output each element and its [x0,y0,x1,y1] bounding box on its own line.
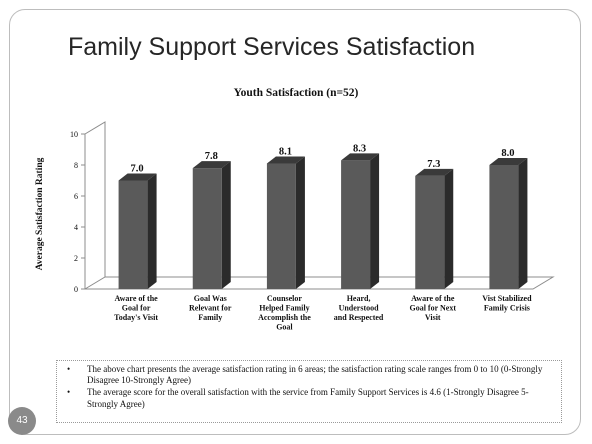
bar [266,163,296,289]
data-label: 7.8 [205,151,218,162]
bar [118,180,148,289]
category-label: Vist Stabilized Family Crisis [482,294,532,313]
y-tick-label: 4 [74,223,78,232]
bar [415,175,445,289]
bar [489,165,519,289]
y-tick-label: 8 [74,161,78,170]
bar-side [295,156,305,289]
bar-side [444,168,454,289]
bar-top [266,156,305,164]
page-number-badge: 43 [8,407,36,435]
bar-side [221,161,231,289]
bullet: • [67,364,71,374]
bar-top [118,173,157,181]
slide-frame [9,9,581,435]
data-label: 8.0 [501,148,514,159]
category-label: Goal Was Relevant for Family [189,294,232,322]
bar-top [415,168,454,176]
data-label: 8.1 [279,146,292,157]
slide-title: Family Support Services Satisfaction [68,33,476,61]
note-item: • The average score for the overall sati… [63,387,555,409]
bar-top [489,158,528,165]
bar-top [341,153,380,161]
y-tick-label: 6 [74,192,78,201]
bullet: • [67,387,71,398]
chart-title: Youth Satisfaction (n=52) [233,87,359,99]
bar [341,160,371,289]
bar-top [192,161,231,169]
note-text: The average score for the overall satisf… [87,387,529,409]
data-label: 8.3 [353,143,366,154]
bar [192,168,222,289]
category-label: Aware of the Goal for Today's Visit [114,294,158,322]
bar-side [370,153,380,289]
category-label: Aware of the Goal for Next Visit [409,294,456,322]
data-label: 7.3 [427,159,440,170]
category-label: Heard, Understood and Respected [334,294,384,322]
note-item: • The above chart presents the average s… [63,364,555,386]
note-text: The above chart presents the average sat… [87,364,543,386]
y-tick-label: 2 [74,254,78,263]
category-label: Counselor Helped Family Accomplish the Goal [258,294,311,332]
back-wall-edge [84,121,106,277]
notes-box: • The above chart presents the average s… [56,360,562,423]
y-tick-label: 10 [70,130,78,139]
bar-side [518,158,528,289]
y-tick-label: 0 [74,285,78,294]
bar-side [147,173,157,289]
data-label: 7.0 [131,164,144,175]
